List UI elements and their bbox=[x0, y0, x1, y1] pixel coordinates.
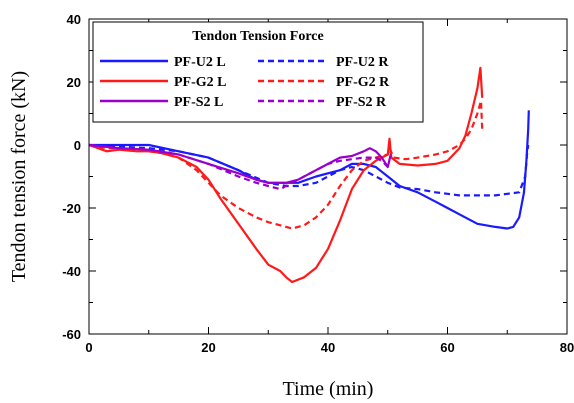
legend-label-pf-u2-r: PF-U2 R bbox=[336, 55, 389, 70]
x-tick-label: 40 bbox=[321, 340, 335, 355]
legend-label-pf-s2-l: PF-S2 L bbox=[174, 95, 223, 110]
series-line-pf-g2-r bbox=[88, 99, 484, 230]
y-tick-label: 40 bbox=[67, 12, 81, 27]
x-axis-title: Time (min) bbox=[283, 378, 374, 400]
legend-label-pf-u2-l: PF-U2 L bbox=[174, 55, 226, 70]
y-tick-label: -20 bbox=[62, 201, 81, 216]
legend-label-pf-s2-r: PF-S2 R bbox=[336, 95, 387, 110]
tick-labels: 0 20 40 60 80 -60 -40 -20 0 20 40 bbox=[62, 12, 574, 355]
y-axis-title: Tendon tension force (kN) bbox=[8, 71, 30, 282]
y-tick-label: 0 bbox=[74, 138, 81, 153]
plot-frame bbox=[88, 18, 568, 335]
legend-items: PF-U2 L PF-U2 R PF-G2 L PF-G2 R PF-S2 L PF-S2… bbox=[100, 55, 390, 110]
legend-label-pf-g2-r: PF-G2 R bbox=[336, 75, 390, 90]
y-tick-label: -40 bbox=[62, 264, 81, 279]
x-tick-label: 60 bbox=[440, 340, 454, 355]
y-tick-label: -60 bbox=[62, 327, 81, 342]
legend-label-pf-g2-l: PF-G2 L bbox=[174, 75, 227, 90]
legend: Tendon Tension Force PF-U2 L PF-U2 R PF-G2… bbox=[92, 21, 424, 123]
series-lines bbox=[88, 66, 530, 284]
x-tick-label: 0 bbox=[85, 340, 92, 355]
series-line-pf-s2-r bbox=[88, 143, 389, 191]
legend-title: Tendon Tension Force bbox=[192, 29, 324, 44]
legend-box bbox=[92, 21, 424, 123]
x-tick-label: 80 bbox=[560, 340, 574, 355]
series-line-pf-u2-l bbox=[89, 110, 530, 230]
x-tick-label: 20 bbox=[201, 340, 215, 355]
series-line-pf-u2-r bbox=[88, 143, 530, 197]
y-tick-label: 20 bbox=[67, 75, 81, 90]
